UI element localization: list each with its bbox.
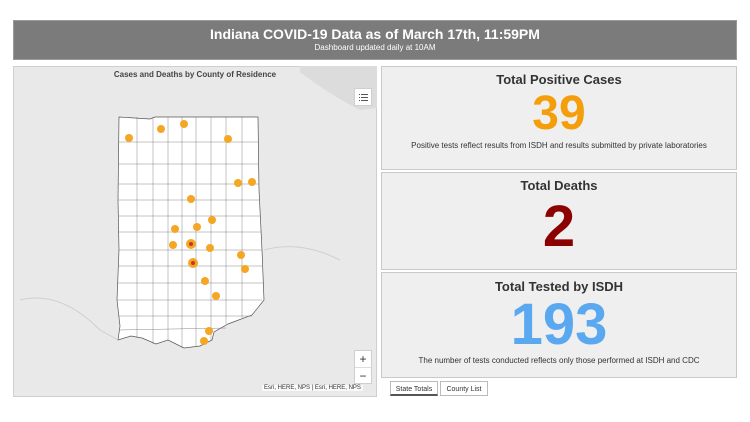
- dashboard-title: Indiana COVID-19 Data as of March 17th, …: [210, 26, 540, 42]
- case-markers: [125, 120, 256, 345]
- case-marker: [157, 125, 165, 133]
- total-tested-heading: Total Tested by ISDH: [494, 279, 624, 294]
- case-marker: [224, 135, 232, 143]
- case-marker: [205, 327, 213, 335]
- case-marker: [248, 178, 256, 186]
- map-title: Cases and Deaths by County of Residence: [113, 70, 277, 79]
- total-tested-value: 193: [510, 292, 608, 357]
- case-marker: [200, 337, 208, 345]
- positive-cases-value: 39: [532, 87, 586, 140]
- legend-button[interactable]: [354, 88, 372, 106]
- indiana-state-outline: [116, 116, 265, 349]
- total-deaths-heading: Total Deaths: [520, 178, 598, 193]
- zoom-control[interactable]: + −: [354, 350, 372, 384]
- case-marker: [125, 134, 133, 142]
- case-marker: [234, 179, 242, 187]
- tab-county-list[interactable]: County List: [440, 381, 488, 396]
- total-deaths-value: 2: [542, 194, 576, 259]
- positive-cases-panel: Total Positive Cases 39 Positive tests r…: [381, 66, 737, 170]
- case-marker: [193, 223, 201, 231]
- case-marker: [206, 244, 214, 252]
- case-marker: [180, 120, 188, 128]
- zoom-in-button[interactable]: +: [355, 351, 371, 368]
- county-grid: [117, 117, 264, 348]
- map-attribution: Esri, HERE, NPS | Esri, HERE, NPS: [262, 385, 363, 391]
- tab-state-totals[interactable]: State Totals: [390, 381, 438, 396]
- case-marker: [187, 195, 195, 203]
- case-marker: [169, 241, 177, 249]
- total-deaths-panel: Total Deaths 2: [381, 172, 737, 270]
- case-marker: [212, 292, 220, 300]
- case-marker: [241, 265, 249, 273]
- zoom-out-button[interactable]: −: [359, 369, 367, 383]
- total-tested-panel: Total Tested by ISDH 193 The number of t…: [381, 272, 737, 378]
- case-marker: [171, 225, 179, 233]
- dashboard-subtitle: Dashboard updated daily at 10AM: [314, 43, 436, 52]
- positive-cases-note: Positive tests reflect results from ISDH…: [411, 141, 707, 150]
- case-marker: [237, 251, 245, 259]
- positive-cases-heading: Total Positive Cases: [496, 72, 622, 87]
- total-tested-note: The number of tests conducted reflects o…: [418, 356, 700, 365]
- case-marker: [208, 216, 216, 224]
- death-markers: [186, 239, 198, 268]
- case-marker: [201, 277, 209, 285]
- dashboard-header: Indiana COVID-19 Data as of March 17th, …: [13, 20, 737, 60]
